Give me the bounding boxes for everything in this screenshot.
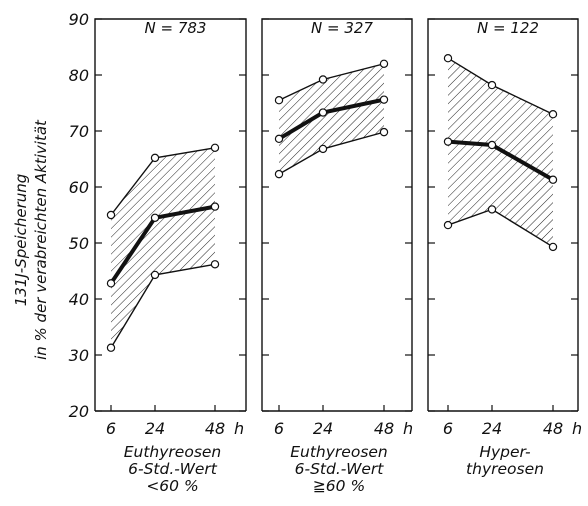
y-tick-label: 40	[69, 290, 89, 309]
point-lower	[106, 343, 116, 352]
point-upper	[210, 143, 220, 152]
group-label-line: ≧60 %	[313, 477, 365, 495]
x-tick-label: 24	[313, 419, 333, 438]
n-label: N = 122	[477, 19, 539, 37]
point-mean	[210, 202, 220, 211]
x-unit-label: h	[572, 419, 582, 438]
point-mean	[548, 175, 558, 184]
point-mean	[274, 134, 284, 144]
hatched-band	[279, 63, 384, 175]
panels: 20 30 40 50 60 70 80 90 6 24 48 h N = 783 Euthyreosen…	[69, 10, 583, 495]
hatched-band	[111, 147, 215, 348]
x-tick-label: 24	[145, 419, 165, 438]
y-axis-title-line2: in % der verabreichten Aktivität	[32, 119, 50, 360]
point-lower	[548, 242, 558, 252]
group-label-line: 6-Std.-Wert	[295, 460, 385, 478]
x-tick-label: 48	[205, 419, 225, 438]
y-axis-title-line1: 131J-Speicherung	[12, 174, 30, 307]
group-label-line: <60 %	[146, 477, 198, 495]
point-upper	[548, 109, 558, 119]
group-label-line: 6-Std.-Wert	[128, 460, 218, 478]
panel-3: 6 24 48 h N = 122 Hyper-thyreosen	[427, 18, 582, 478]
y-tick-label: 60	[69, 178, 89, 197]
point-lower	[150, 270, 160, 280]
point-lower	[274, 169, 284, 179]
x-unit-label: h	[234, 419, 244, 438]
point-upper	[443, 54, 453, 63]
point-upper	[274, 95, 284, 105]
point-mean	[318, 108, 328, 117]
point-lower	[379, 127, 389, 137]
point-upper	[318, 75, 328, 84]
panel-frame	[94, 18, 247, 411]
group-label-line: Euthyreosen	[290, 443, 388, 461]
x-unit-label: h	[403, 419, 413, 438]
y-tick-label: 50	[69, 234, 89, 253]
x-tick-label: 24	[482, 419, 502, 438]
panel-frame	[427, 18, 579, 411]
y-axis-title: 131J-Speicherung in % der verabreichten …	[12, 119, 50, 360]
n-label: N = 327	[311, 19, 373, 37]
point-upper	[379, 59, 389, 69]
point-upper	[106, 210, 116, 220]
point-mean	[150, 213, 160, 222]
point-lower	[210, 260, 220, 269]
group-label-line: Hyper-	[479, 443, 531, 461]
point-mean	[487, 140, 497, 150]
point-upper	[150, 153, 160, 163]
y-tick-label: 30	[69, 346, 89, 365]
point-mean	[106, 279, 116, 288]
group-label-line: thyreosen	[466, 460, 544, 478]
point-upper	[487, 80, 497, 90]
point-mean	[379, 95, 389, 104]
group-label-line: Euthyreosen	[124, 443, 222, 461]
point-mean	[443, 137, 453, 146]
panel-1: 20 30 40 50 60 70 80 90 6 24 48 h N = 783 Euthyreosen…	[69, 10, 247, 495]
n-label: N = 783	[145, 19, 207, 37]
x-tick-label: 48	[374, 419, 394, 438]
y-tick-label: 80	[69, 66, 89, 85]
x-tick-label: 6	[106, 419, 116, 438]
y-tick-label: 20	[69, 402, 89, 421]
panel-frame	[261, 18, 413, 411]
point-lower	[443, 220, 453, 230]
point-lower	[487, 205, 497, 214]
x-tick-label: 6	[443, 419, 453, 438]
y-tick-label: 70	[69, 122, 89, 141]
y-tick-label: 90	[69, 10, 89, 29]
hatched-band	[448, 58, 553, 247]
x-tick-label: 48	[543, 419, 563, 438]
x-tick-label: 6	[274, 419, 284, 438]
point-lower	[318, 144, 328, 154]
